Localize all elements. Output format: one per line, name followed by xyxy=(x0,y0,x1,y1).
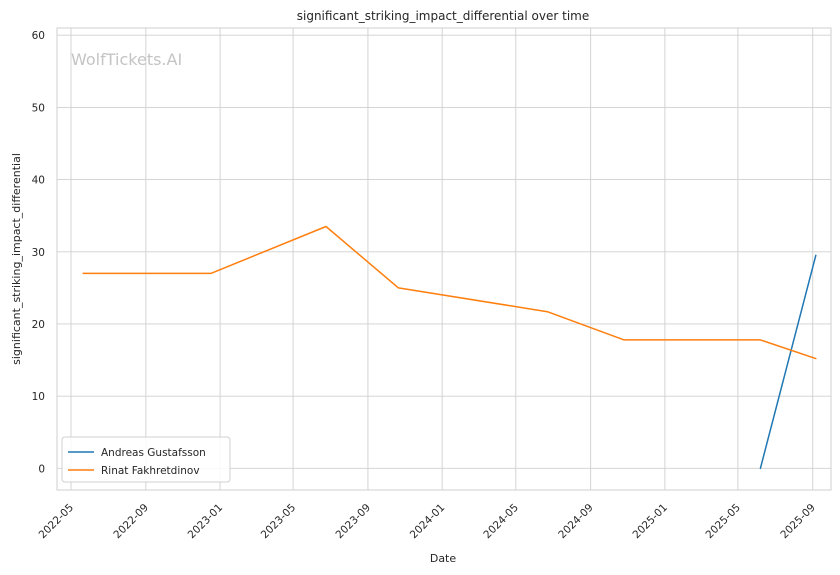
series-lines xyxy=(82,225,817,470)
x-tick-label: 2023-09 xyxy=(334,502,374,542)
y-tick-label: 10 xyxy=(32,391,45,403)
y-tick-label: 40 xyxy=(32,175,45,187)
x-tick-label: 2025-01 xyxy=(630,502,670,542)
legend-entry: Andreas Gustafsson xyxy=(101,447,206,459)
x-tick-labels: 2022-05 2022-09 2023-01 2023-05 2023-09 2024-… xyxy=(37,502,818,542)
legend: Andreas Gustafsson Rinat Fakhretdinov xyxy=(61,436,231,483)
grid xyxy=(57,28,831,490)
legend-box xyxy=(61,436,231,483)
x-tick-label: 2023-05 xyxy=(259,502,299,542)
plot-area xyxy=(56,27,832,491)
legend-entry: Rinat Fakhretdinov xyxy=(101,465,200,477)
series-line-1 xyxy=(82,225,817,360)
y-tick-labels: 0 10 20 30 40 50 60 xyxy=(32,30,45,475)
x-tick-label: 2022-05 xyxy=(37,502,77,542)
y-tick-label: 50 xyxy=(32,102,45,114)
x-tick-label: 2024-01 xyxy=(408,502,448,542)
x-tick-label: 2023-01 xyxy=(186,502,226,542)
chart-title: significant_striking_impact_differential… xyxy=(297,9,589,23)
y-tick-label: 20 xyxy=(32,319,45,331)
y-tick-label: 60 xyxy=(32,30,45,42)
x-axis-label: Date xyxy=(430,552,457,565)
x-tick-label: 2025-05 xyxy=(704,502,744,542)
y-axis-label: significant_striking_impact_differential xyxy=(10,153,23,365)
x-tick-label: 2022-09 xyxy=(111,502,151,542)
watermark: WolfTickets.AI xyxy=(71,50,182,69)
y-tick-label: 30 xyxy=(32,247,45,259)
x-tick-label: 2024-09 xyxy=(556,502,596,542)
x-tick-label: 2025-09 xyxy=(778,502,818,542)
y-tick-label: 0 xyxy=(38,463,45,475)
x-tick-label: 2024-05 xyxy=(481,502,521,542)
series-line-0 xyxy=(759,254,817,470)
